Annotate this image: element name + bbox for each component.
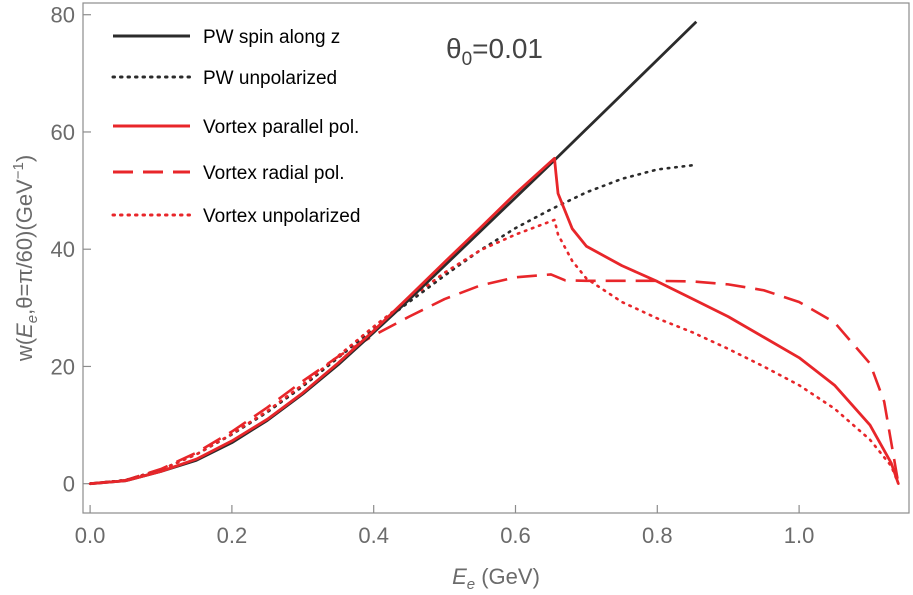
legend-label-pw-spin: PW spin along z [203,27,340,48]
y-tick-label: 0 [63,472,75,497]
y-tick-label: 20 [51,354,75,379]
plot-frame [82,2,910,514]
x-axis-title: Ee (GeV) [452,564,540,593]
legend: PW spin along z PW unpolarized Vortex pa… [111,27,360,227]
x-tick-label: 1.0 [784,523,815,548]
series-line-vortex-unpolarized [88,218,900,485]
legend-label-pw-unpolarized: PW unpolarized [203,68,337,89]
axis-ticks: 0.0 0.2 0.4 0.6 0.8 1.0 0 20 40 60 80 [51,3,815,548]
series-line-vortex-parallel-pol [89,156,900,486]
x-tick-label: 0.6 [500,523,531,548]
legend-label-vortex-radial: Vortex radial pol. [203,163,345,184]
x-tick-label: 0.0 [75,523,106,548]
x-tick-label: 0.2 [217,523,248,548]
x-tick-label: 0.4 [358,523,389,548]
y-axis-title: w(Ee,θ=π/60)(GeV−1) [10,155,41,362]
annotation-theta0: θ0=0.01 [446,33,543,70]
legend-label-vortex-parallel: Vortex parallel pol. [203,117,359,138]
y-tick-label: 40 [51,237,75,262]
series-line-vortex-radial-pol [89,273,900,485]
y-tick-label: 80 [51,3,75,28]
x-tick-label: 0.8 [642,523,673,548]
series-lines [88,20,900,486]
series-line-pw-spin-along-z [89,20,698,486]
y-tick-label: 60 [51,120,75,145]
legend-label-vortex-unpolarized: Vortex unpolarized [203,206,360,227]
